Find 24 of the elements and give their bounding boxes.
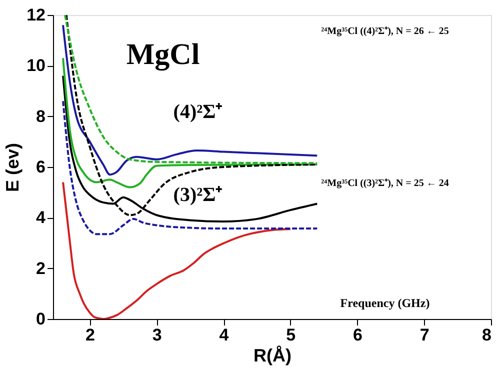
annotation: (3)²Σ⁺ xyxy=(173,184,223,206)
y-tick-label: 8 xyxy=(36,106,46,126)
x-tick-label: 2 xyxy=(86,326,96,344)
annotation: ²⁴Mg³⁵Cl ((3)²Σ⁺), N = 25 ← 24 xyxy=(321,178,449,189)
x-tick-label: 3 xyxy=(152,326,162,344)
y-tick-label: 0 xyxy=(36,310,46,328)
y-tick-label: 10 xyxy=(26,56,46,76)
line-series xyxy=(62,181,292,319)
x-tick-label: 6 xyxy=(353,326,362,344)
x-axis-title: R(Å) xyxy=(254,346,292,366)
x-tick-label: 7 xyxy=(420,326,430,344)
annotation: ²⁴Mg³⁵Cl ((4)²Σ⁺), N = 26 ← 25 xyxy=(321,26,449,37)
x-tick-label: 4 xyxy=(219,326,230,344)
y-tick-label: 2 xyxy=(36,258,46,278)
annotation: Frequency (GHz) xyxy=(340,296,430,310)
annotation: MgCl xyxy=(126,38,200,71)
x-tick-label: 5 xyxy=(286,326,296,344)
y-tick-label: 12 xyxy=(26,6,46,24)
line-series xyxy=(62,100,318,236)
y-axis-title: E (ev) xyxy=(2,142,23,192)
x-tick-label: 8 xyxy=(482,326,492,344)
annotation: (4)²Σ⁺ xyxy=(173,101,223,123)
y-tick-label: 6 xyxy=(36,158,46,176)
y-tick-label: 4 xyxy=(36,208,46,228)
